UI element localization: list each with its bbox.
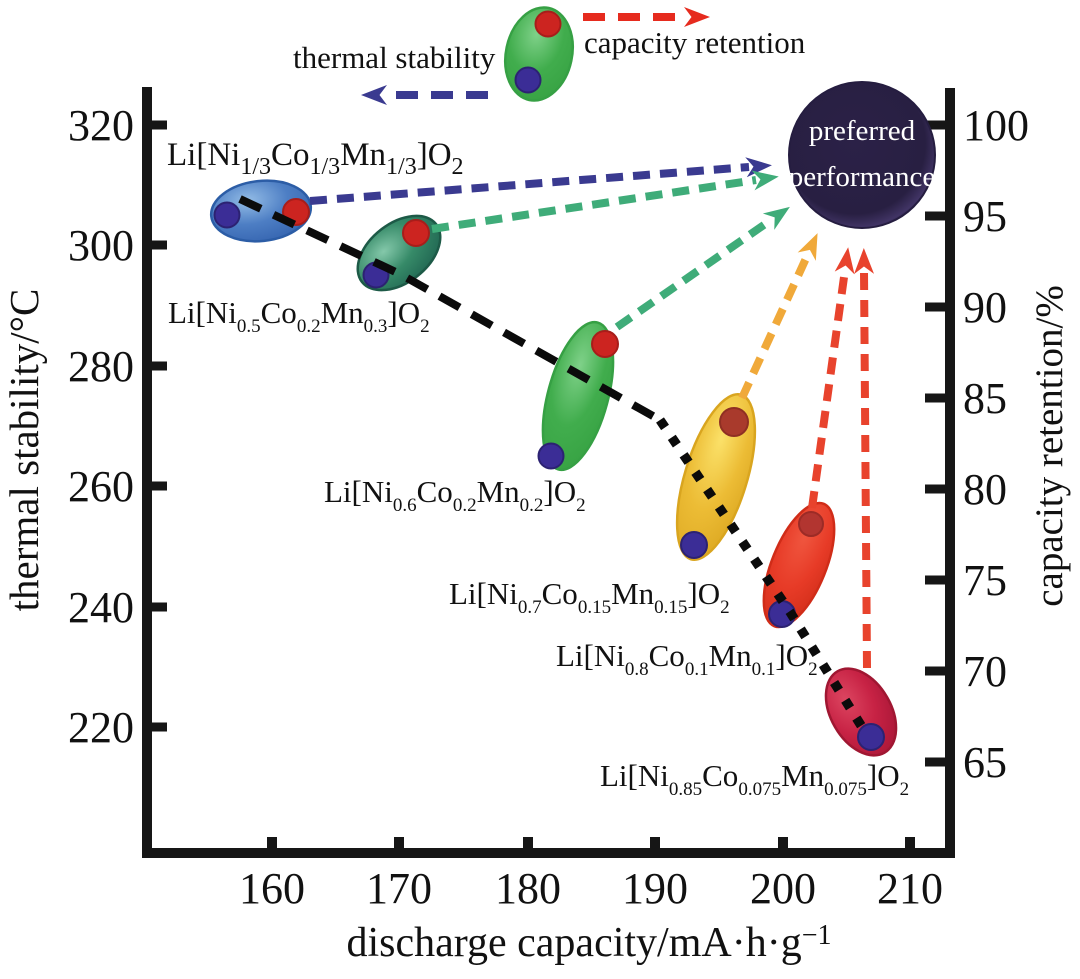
svg-text:Li[Ni0.6Co0.2Mn0.2]O2: Li[Ni0.6Co0.2Mn0.2]O2 — [324, 474, 586, 516]
svg-text:75: 75 — [963, 556, 1007, 605]
svg-text:240: 240 — [68, 583, 134, 632]
svg-text:capacity retention/%: capacity retention/% — [1028, 285, 1071, 607]
svg-text:180: 180 — [495, 864, 561, 913]
svg-text:80: 80 — [963, 465, 1007, 514]
svg-text:170: 170 — [366, 864, 432, 913]
svg-text:200: 200 — [750, 864, 816, 913]
svg-text:100: 100 — [963, 101, 1029, 150]
svg-text:190: 190 — [622, 864, 688, 913]
svg-text:thermal stability/°C: thermal stability/°C — [1, 289, 47, 612]
svg-text:300: 300 — [68, 221, 134, 270]
svg-text:Li[Ni0.85Co0.075Mn0.075]O2: Li[Ni0.85Co0.075Mn0.075]O2 — [600, 758, 909, 800]
svg-text:70: 70 — [963, 647, 1007, 696]
svg-text:95: 95 — [963, 192, 1007, 241]
svg-text:220: 220 — [68, 703, 134, 752]
svg-text:performance: performance — [789, 161, 936, 193]
svg-text:210: 210 — [877, 864, 943, 913]
svg-text:160: 160 — [239, 864, 305, 913]
svg-text:Li[Ni0.5Co0.2Mn0.3]O2: Li[Ni0.5Co0.2Mn0.3]O2 — [168, 295, 430, 337]
svg-text:260: 260 — [68, 462, 134, 511]
svg-text:280: 280 — [68, 342, 134, 391]
svg-text:preferred: preferred — [809, 115, 916, 147]
svg-text:65: 65 — [963, 738, 1007, 787]
svg-text:320: 320 — [68, 101, 134, 150]
svg-text:90: 90 — [963, 283, 1007, 332]
svg-text:Li[Ni1/3Co1/3Mn1/3]O2: Li[Ni1/3Co1/3Mn1/3]O2 — [167, 137, 464, 180]
svg-text:85: 85 — [963, 374, 1007, 423]
svg-text:thermal stability: thermal stability — [293, 40, 496, 75]
svg-text:discharge capacity/mA·h·g−1: discharge capacity/mA·h·g−1 — [346, 920, 831, 966]
svg-text:Li[Ni0.8Co0.1Mn0.1]O2: Li[Ni0.8Co0.1Mn0.1]O2 — [556, 638, 818, 680]
svg-text:capacity retention: capacity retention — [584, 25, 806, 60]
svg-text:Li[Ni0.7Co0.15Mn0.15]O2: Li[Ni0.7Co0.15Mn0.15]O2 — [449, 576, 730, 618]
